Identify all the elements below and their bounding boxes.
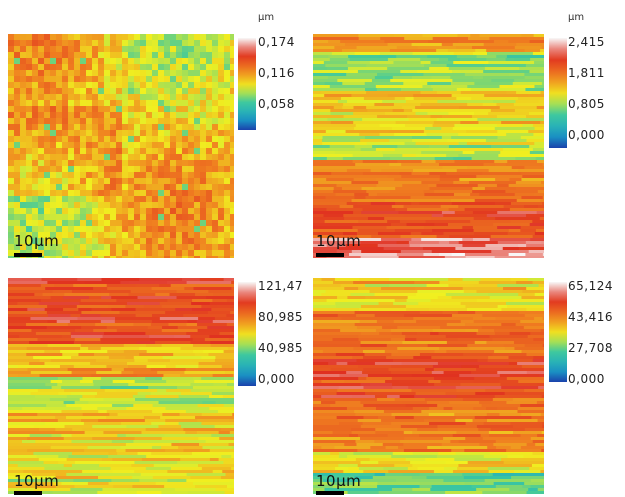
colorbar-tick-label: 43,416 bbox=[568, 310, 613, 324]
colorbar-tick-label: 40,985 bbox=[258, 341, 303, 355]
colorbar-tick-label: 27,708 bbox=[568, 341, 613, 355]
colorbar bbox=[549, 282, 567, 382]
colorbar-tick-label: 65,124 bbox=[568, 279, 613, 293]
colorbar-tick-label: 1,811 bbox=[568, 66, 605, 80]
colorbar bbox=[238, 282, 256, 386]
scalebar-label: 10µm bbox=[14, 232, 60, 250]
scalebar-label: 10µm bbox=[14, 472, 60, 490]
colorbar-tick-label: 0,058 bbox=[258, 97, 295, 111]
colorbar bbox=[238, 38, 256, 130]
colorbar-tick-label: 0,805 bbox=[568, 97, 605, 111]
colorbar-tick-label: 0,116 bbox=[258, 66, 295, 80]
colorbar-unit: µm bbox=[258, 12, 275, 23]
colorbar-tick-label: 0,000 bbox=[568, 128, 605, 142]
surface-height-map bbox=[8, 278, 234, 494]
surface-height-map bbox=[8, 34, 234, 258]
colorbar-tick-label: 2,415 bbox=[568, 35, 605, 49]
scalebar-line bbox=[14, 253, 42, 257]
scalebar-line bbox=[14, 491, 42, 495]
colorbar-tick-label: 121,47 bbox=[258, 279, 303, 293]
colorbar-tick-label: 0,000 bbox=[568, 372, 605, 386]
scalebar-label: 10µm bbox=[316, 232, 362, 250]
colorbar-tick-label: 80,985 bbox=[258, 310, 303, 324]
scalebar-label: 10µm bbox=[316, 472, 362, 490]
colorbar-tick-label: 0,000 bbox=[258, 372, 295, 386]
scalebar-line bbox=[316, 491, 344, 495]
colorbar bbox=[549, 38, 567, 148]
scalebar-line bbox=[316, 253, 344, 257]
surface-height-map bbox=[313, 34, 544, 258]
surface-height-map bbox=[313, 278, 544, 494]
colorbar-tick-label: 0,174 bbox=[258, 35, 295, 49]
colorbar-unit: µm bbox=[568, 12, 585, 23]
